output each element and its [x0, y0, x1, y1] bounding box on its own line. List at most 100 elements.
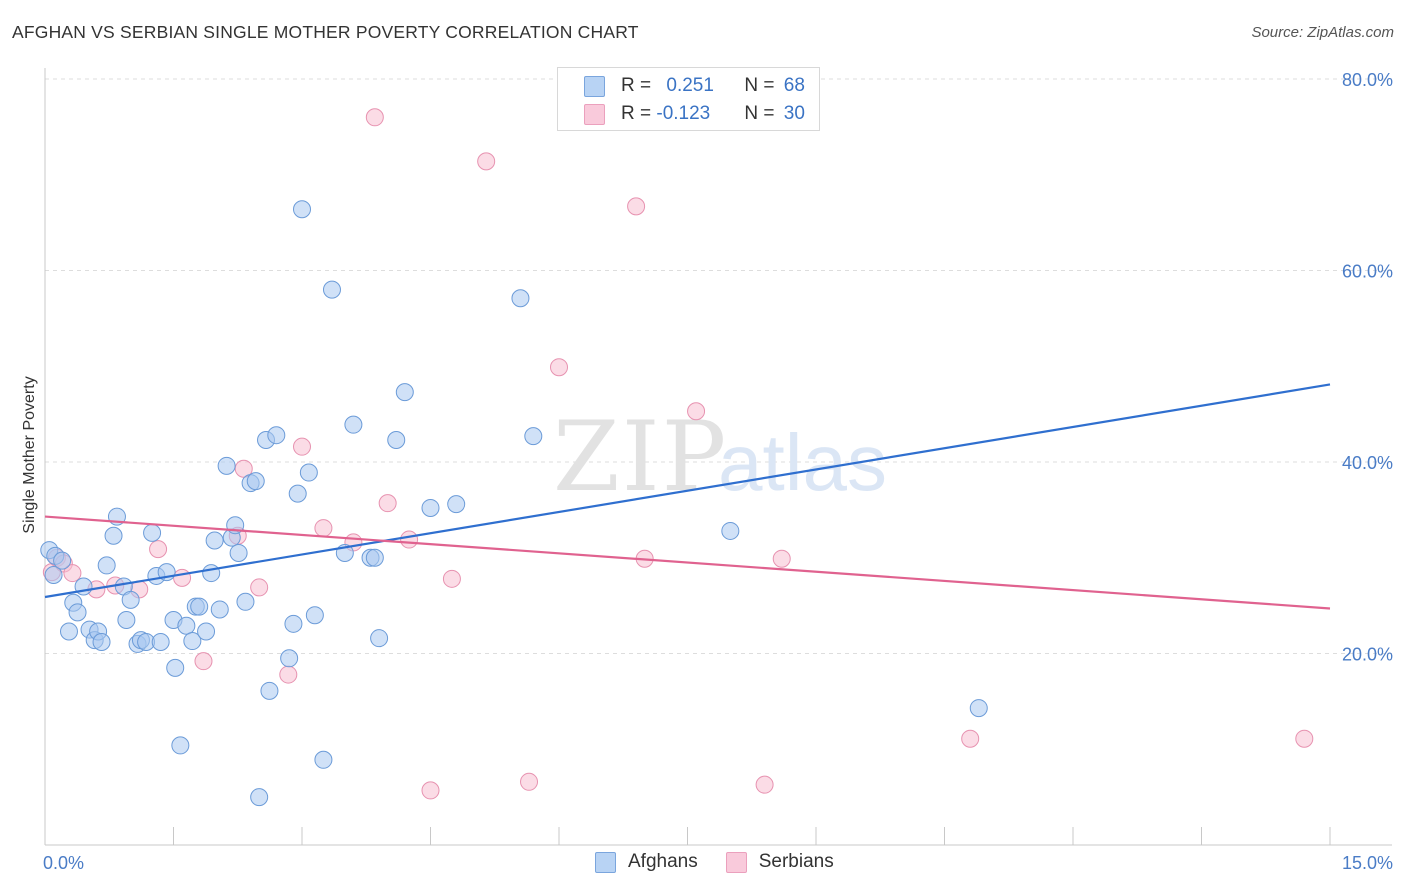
afghans-point [260, 681, 279, 700]
gridlines [45, 78, 1392, 654]
afghans-point [177, 616, 196, 635]
axes [44, 68, 1392, 846]
serbians-point [293, 437, 311, 456]
afghans-point [387, 430, 406, 449]
afghans-legend-swatch [595, 851, 616, 873]
serbians-point [149, 540, 168, 559]
serbians-point [627, 197, 646, 216]
afghans-point [344, 415, 363, 434]
afghans-point [117, 610, 136, 629]
afghans-point [217, 456, 236, 475]
trend-lines [44, 383, 1331, 610]
legend-row-serbians: R = -0.123 N = 30 [584, 101, 805, 127]
afghans-point [53, 551, 72, 570]
afghans-point [288, 484, 307, 503]
series-legend: Afghans Serbians [595, 851, 862, 873]
afghans-legend-label: Afghans [628, 851, 698, 872]
afghans-point [97, 556, 116, 575]
afghans-point [151, 633, 170, 652]
afghans-point [395, 383, 414, 402]
afghans-point [190, 597, 209, 616]
serbians-point [279, 665, 298, 684]
afghans-point [197, 622, 216, 641]
y-tick-label: 60.0% [1342, 262, 1393, 282]
afghans-point [171, 736, 190, 755]
serbians-point [442, 569, 461, 588]
serbians-point [173, 568, 192, 587]
legend-n-label-serbians: N = [744, 103, 780, 124]
serbians-point [772, 549, 791, 568]
serbians-point [365, 108, 384, 127]
afghans-point [305, 606, 324, 625]
serbians-point [400, 530, 419, 549]
afghans-point [293, 200, 311, 219]
correlation-legend: R = 0.251 N = 68 R = -0.123 N = 30 [557, 67, 820, 131]
serbians-point [687, 402, 706, 421]
y-tick-label: 40.0% [1342, 453, 1393, 473]
legend-row-afghans: R = 0.251 N = 68 [584, 73, 805, 99]
serbians-point [234, 459, 253, 478]
serbians-trend-line [44, 515, 1331, 610]
serbians-point [755, 775, 774, 794]
afghans-point [246, 472, 265, 491]
afghans-swatch [584, 75, 605, 97]
afghans-point [59, 622, 78, 641]
legend-n-value-serbians: 30 [783, 103, 805, 124]
serbians-point [421, 781, 440, 800]
afghans-point [721, 521, 740, 540]
afghans-point [969, 699, 988, 718]
afghans-point [202, 564, 221, 583]
x-tick-label: 15.0% [1342, 853, 1393, 873]
legend-r-value-afghans: 0.251 [666, 75, 714, 96]
y-tick-label: 20.0% [1342, 645, 1393, 665]
afghans-point [44, 565, 63, 584]
serbians-point [477, 152, 496, 171]
serbians-swatch [584, 103, 605, 125]
tick-labels: 20.0% 40.0% 60.0% 80.0% 0.0% 15.0% [43, 70, 1393, 873]
afghans-point [183, 632, 202, 651]
serbians-point [250, 578, 269, 597]
afghans-point [314, 750, 333, 769]
serbians-point [194, 652, 213, 671]
legend-item-serbians[interactable]: Serbians [725, 851, 834, 873]
serbians-point [378, 494, 397, 513]
afghans-point [322, 280, 341, 299]
afghans-point [267, 426, 286, 445]
afghans-point [229, 543, 248, 562]
afghans-point [250, 788, 269, 807]
chart-title: AFGHAN VS SERBIAN SINGLE MOTHER POVERTY … [12, 22, 639, 42]
serbians-point [314, 519, 333, 538]
serbians-point [520, 772, 539, 791]
serbians-point [550, 358, 568, 377]
afghans-point [511, 289, 530, 308]
afghans-point [421, 498, 440, 517]
serbians-point [961, 729, 980, 748]
legend-r-label-serbians: R = [621, 103, 657, 124]
legend-item-afghans[interactable]: Afghans [595, 851, 698, 873]
afghans-point [143, 523, 162, 542]
serbians-legend-swatch [725, 851, 747, 873]
afghans-point [370, 629, 389, 648]
legend-n-label-afghans: N = [744, 75, 780, 96]
afghans-point [210, 600, 229, 619]
x-tick-label: 0.0% [43, 853, 84, 873]
legend-r-value-serbians: -0.123 [656, 103, 711, 124]
afghans-point [121, 590, 140, 609]
serbians-legend-label: Serbians [758, 851, 834, 872]
y-axis-label: Single Mother Poverty [21, 376, 38, 533]
afghans-point [68, 603, 87, 622]
afghans-point [447, 495, 466, 514]
afghans-point [92, 633, 111, 652]
afghans-point [236, 592, 255, 611]
afghans-point [104, 526, 123, 545]
afghans-point [524, 427, 543, 446]
watermark: ZIP atlas [553, 401, 887, 513]
afghans-point [299, 463, 318, 482]
afghans-point [280, 649, 299, 668]
serbians-point [1295, 729, 1314, 748]
afghans-points [40, 200, 988, 807]
legend-r-label-afghans: R = [621, 75, 657, 96]
y-tick-label: 80.0% [1342, 70, 1393, 90]
legend-n-value-afghans: 68 [783, 75, 805, 96]
